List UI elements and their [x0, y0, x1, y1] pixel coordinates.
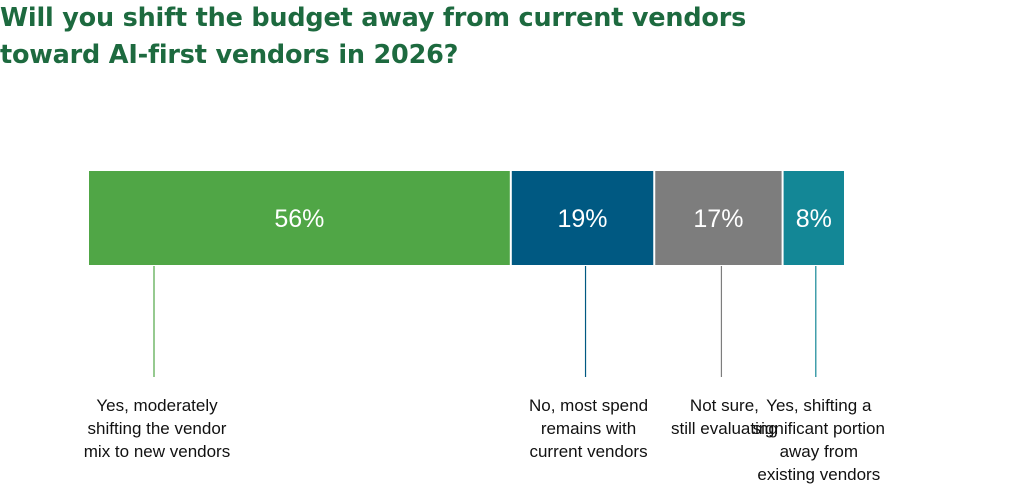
bar-segment-0 [89, 171, 510, 265]
category-label-3-line-3: existing vendors [757, 465, 880, 484]
bars-group: 56% 19% 17% 8% [89, 171, 844, 265]
category-label-3-line-2: away from [780, 442, 858, 461]
category-labels-group: Yes, moderately shifting the vendor mix to… [84, 396, 885, 484]
category-label-1-line-2: current vendors [529, 442, 647, 461]
category-label-2-line-1: still evaluating [671, 419, 778, 438]
bar-segment-2 [655, 171, 782, 265]
category-label-1-line-0: No, most spend [529, 396, 648, 415]
category-label-0-line-2: mix to new vendors [84, 442, 230, 461]
category-label-0-line-0: Yes, moderately [96, 396, 218, 415]
bar-segment-3 [783, 171, 844, 265]
category-label-3-line-1: significant portion [753, 419, 885, 438]
bar-segment-1 [511, 171, 654, 265]
connectors-group [153, 266, 817, 377]
value-label-0: 56% [274, 205, 324, 233]
category-label-3-line-0: Yes, shifting a [766, 396, 872, 415]
value-label-3: 8% [796, 205, 832, 233]
value-label-2: 17% [693, 205, 743, 233]
category-label-2-line-0: Not sure, [690, 396, 759, 415]
category-label-1-line-1: remains with [541, 419, 636, 438]
value-label-1: 19% [558, 205, 608, 233]
chart-title: Will you shift the budget away from curr… [0, 3, 747, 70]
category-label-0-line-1: shifting the vendor [88, 419, 227, 438]
